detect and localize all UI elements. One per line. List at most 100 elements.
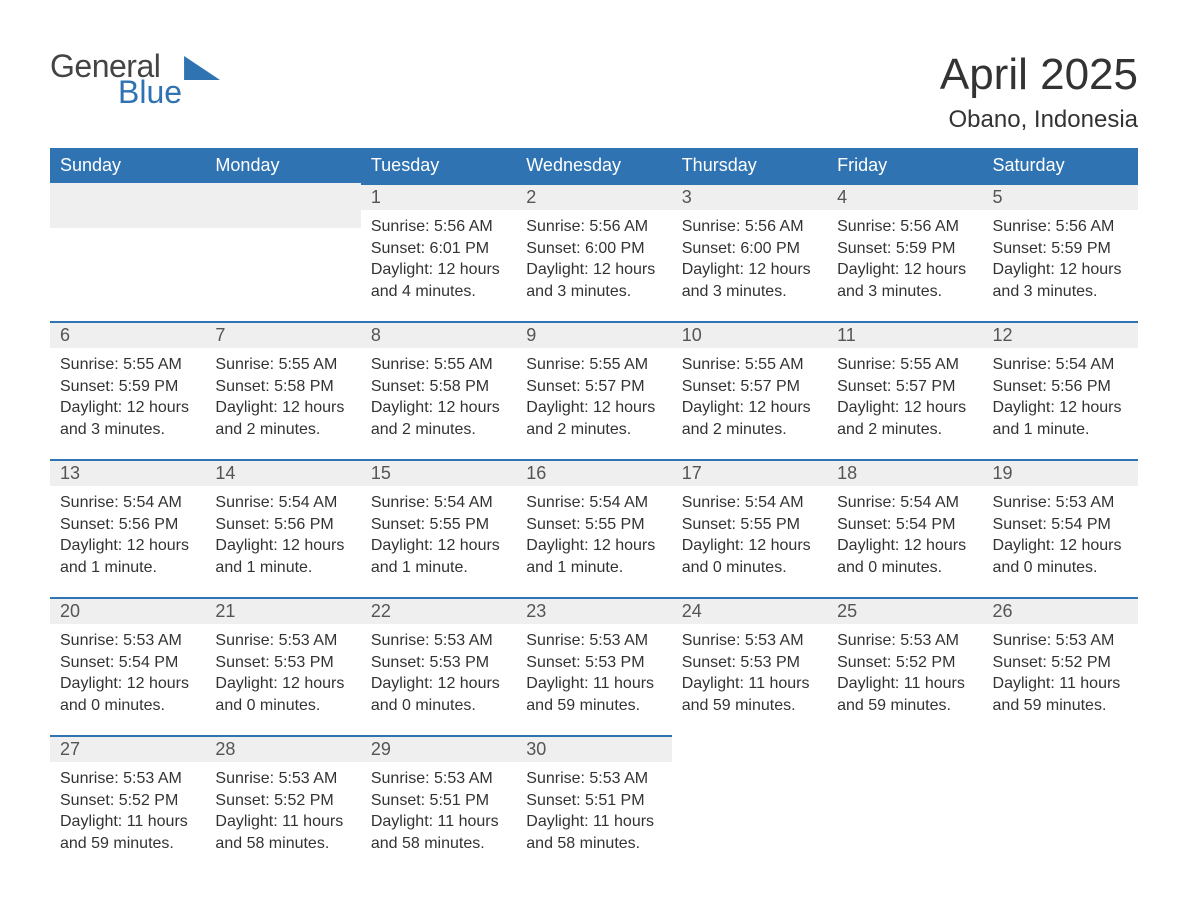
day-cell: 18Sunrise: 5:54 AMSunset: 5:54 PMDayligh…	[827, 459, 982, 579]
day-daylight1: Daylight: 12 hours	[837, 535, 972, 557]
day-daylight2: and 1 minute.	[215, 557, 350, 579]
day-sunset: Sunset: 5:53 PM	[215, 652, 350, 674]
day-daylight2: and 3 minutes.	[993, 281, 1128, 303]
day-daylight1: Daylight: 12 hours	[837, 259, 972, 281]
day-sunrise: Sunrise: 5:55 AM	[526, 354, 661, 376]
day-daylight1: Daylight: 12 hours	[682, 535, 817, 557]
day-sunset: Sunset: 5:54 PM	[837, 514, 972, 536]
day-daylight1: Daylight: 12 hours	[60, 535, 195, 557]
day-daylight1: Daylight: 11 hours	[526, 811, 661, 833]
day-daylight1: Daylight: 12 hours	[526, 259, 661, 281]
day-cell: 3Sunrise: 5:56 AMSunset: 6:00 PMDaylight…	[672, 183, 827, 303]
day-details: Sunrise: 5:53 AMSunset: 5:53 PMDaylight:…	[672, 624, 827, 716]
day-daylight2: and 1 minute.	[993, 419, 1128, 441]
day-daylight2: and 0 minutes.	[837, 557, 972, 579]
day-daylight2: and 59 minutes.	[993, 695, 1128, 717]
day-sunset: Sunset: 5:52 PM	[60, 790, 195, 812]
day-cell: 12Sunrise: 5:54 AMSunset: 5:56 PMDayligh…	[983, 321, 1138, 441]
day-cell: 28Sunrise: 5:53 AMSunset: 5:52 PMDayligh…	[205, 735, 360, 855]
day-cell: 6Sunrise: 5:55 AMSunset: 5:59 PMDaylight…	[50, 321, 205, 441]
day-daylight2: and 58 minutes.	[215, 833, 350, 855]
day-sunrise: Sunrise: 5:56 AM	[993, 216, 1128, 238]
day-daylight1: Daylight: 11 hours	[682, 673, 817, 695]
day-sunrise: Sunrise: 5:55 AM	[215, 354, 350, 376]
day-daylight1: Daylight: 12 hours	[215, 535, 350, 557]
day-daylight2: and 2 minutes.	[837, 419, 972, 441]
day-sunset: Sunset: 5:55 PM	[526, 514, 661, 536]
day-sunset: Sunset: 6:00 PM	[526, 238, 661, 260]
day-daylight1: Daylight: 12 hours	[371, 673, 506, 695]
day-details: Sunrise: 5:56 AMSunset: 6:00 PMDaylight:…	[516, 210, 671, 302]
day-details: Sunrise: 5:53 AMSunset: 5:54 PMDaylight:…	[50, 624, 205, 716]
day-cell: 16Sunrise: 5:54 AMSunset: 5:55 PMDayligh…	[516, 459, 671, 579]
day-number: 12	[983, 321, 1138, 348]
day-cell: 7Sunrise: 5:55 AMSunset: 5:58 PMDaylight…	[205, 321, 360, 441]
day-details: Sunrise: 5:54 AMSunset: 5:55 PMDaylight:…	[672, 486, 827, 578]
day-details: Sunrise: 5:53 AMSunset: 5:53 PMDaylight:…	[361, 624, 516, 716]
day-number: 5	[983, 183, 1138, 210]
day-sunrise: Sunrise: 5:53 AM	[371, 630, 506, 652]
day-sunrise: Sunrise: 5:53 AM	[60, 630, 195, 652]
day-number: 22	[361, 597, 516, 624]
day-cell: 15Sunrise: 5:54 AMSunset: 5:55 PMDayligh…	[361, 459, 516, 579]
day-cell: 17Sunrise: 5:54 AMSunset: 5:55 PMDayligh…	[672, 459, 827, 579]
day-daylight1: Daylight: 12 hours	[371, 397, 506, 419]
day-sunrise: Sunrise: 5:54 AM	[682, 492, 817, 514]
day-cell: 19Sunrise: 5:53 AMSunset: 5:54 PMDayligh…	[983, 459, 1138, 579]
weekday-header: Sunday	[50, 148, 205, 183]
day-number: 13	[50, 459, 205, 486]
day-daylight2: and 1 minute.	[60, 557, 195, 579]
day-number: 9	[516, 321, 671, 348]
day-sunset: Sunset: 5:53 PM	[526, 652, 661, 674]
week-row: 27Sunrise: 5:53 AMSunset: 5:52 PMDayligh…	[50, 735, 1138, 855]
day-details: Sunrise: 5:53 AMSunset: 5:52 PMDaylight:…	[50, 762, 205, 854]
day-cell: 9Sunrise: 5:55 AMSunset: 5:57 PMDaylight…	[516, 321, 671, 441]
day-sunrise: Sunrise: 5:53 AM	[682, 630, 817, 652]
day-cell: 2Sunrise: 5:56 AMSunset: 6:00 PMDaylight…	[516, 183, 671, 303]
day-sunset: Sunset: 5:52 PM	[215, 790, 350, 812]
day-daylight2: and 2 minutes.	[371, 419, 506, 441]
title-block: April 2025 Obano, Indonesia	[940, 50, 1138, 134]
day-number-bar-empty	[50, 183, 205, 228]
day-number: 25	[827, 597, 982, 624]
day-daylight1: Daylight: 12 hours	[215, 397, 350, 419]
day-sunset: Sunset: 5:57 PM	[837, 376, 972, 398]
day-sunset: Sunset: 5:57 PM	[526, 376, 661, 398]
day-cell	[205, 183, 360, 303]
calendar: SundayMondayTuesdayWednesdayThursdayFrid…	[50, 148, 1138, 855]
day-cell: 30Sunrise: 5:53 AMSunset: 5:51 PMDayligh…	[516, 735, 671, 855]
day-sunset: Sunset: 5:59 PM	[837, 238, 972, 260]
day-daylight2: and 0 minutes.	[993, 557, 1128, 579]
day-sunrise: Sunrise: 5:56 AM	[837, 216, 972, 238]
day-sunset: Sunset: 5:56 PM	[60, 514, 195, 536]
day-daylight2: and 0 minutes.	[682, 557, 817, 579]
day-daylight2: and 58 minutes.	[526, 833, 661, 855]
day-number: 27	[50, 735, 205, 762]
day-details: Sunrise: 5:53 AMSunset: 5:53 PMDaylight:…	[205, 624, 360, 716]
day-number: 2	[516, 183, 671, 210]
day-daylight2: and 3 minutes.	[60, 419, 195, 441]
day-sunset: Sunset: 5:55 PM	[682, 514, 817, 536]
page-header: General Blue April 2025 Obano, Indonesia	[50, 50, 1138, 134]
day-daylight1: Daylight: 12 hours	[682, 259, 817, 281]
day-daylight2: and 2 minutes.	[682, 419, 817, 441]
week-row: 6Sunrise: 5:55 AMSunset: 5:59 PMDaylight…	[50, 321, 1138, 441]
day-daylight1: Daylight: 12 hours	[371, 535, 506, 557]
day-sunset: Sunset: 6:01 PM	[371, 238, 506, 260]
day-details: Sunrise: 5:53 AMSunset: 5:53 PMDaylight:…	[516, 624, 671, 716]
day-daylight1: Daylight: 12 hours	[993, 397, 1128, 419]
day-daylight1: Daylight: 12 hours	[60, 673, 195, 695]
day-daylight2: and 59 minutes.	[60, 833, 195, 855]
day-sunrise: Sunrise: 5:53 AM	[993, 630, 1128, 652]
day-number: 10	[672, 321, 827, 348]
weekday-header: Monday	[205, 148, 360, 183]
day-sunrise: Sunrise: 5:53 AM	[215, 630, 350, 652]
day-cell: 21Sunrise: 5:53 AMSunset: 5:53 PMDayligh…	[205, 597, 360, 717]
day-sunset: Sunset: 5:52 PM	[993, 652, 1128, 674]
day-details: Sunrise: 5:55 AMSunset: 5:58 PMDaylight:…	[205, 348, 360, 440]
day-daylight1: Daylight: 12 hours	[837, 397, 972, 419]
day-details: Sunrise: 5:54 AMSunset: 5:55 PMDaylight:…	[361, 486, 516, 578]
weekday-header: Thursday	[672, 148, 827, 183]
day-sunrise: Sunrise: 5:53 AM	[371, 768, 506, 790]
day-cell: 22Sunrise: 5:53 AMSunset: 5:53 PMDayligh…	[361, 597, 516, 717]
